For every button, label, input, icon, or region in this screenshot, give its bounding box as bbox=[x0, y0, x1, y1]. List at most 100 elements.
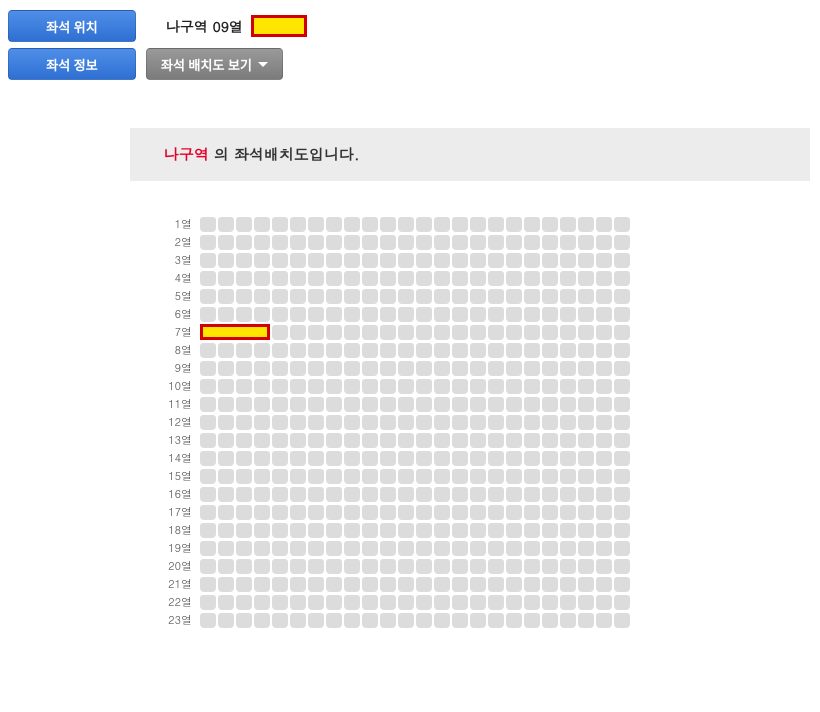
seat[interactable] bbox=[506, 541, 522, 556]
seat[interactable] bbox=[416, 451, 432, 466]
seat[interactable] bbox=[488, 379, 504, 394]
seat[interactable] bbox=[326, 307, 342, 322]
seat[interactable] bbox=[506, 397, 522, 412]
seat[interactable] bbox=[380, 559, 396, 574]
seat[interactable] bbox=[488, 397, 504, 412]
seat[interactable] bbox=[362, 217, 378, 232]
seat[interactable] bbox=[488, 487, 504, 502]
seat[interactable] bbox=[398, 523, 414, 538]
seat[interactable] bbox=[236, 361, 252, 376]
seat[interactable] bbox=[488, 595, 504, 610]
seat[interactable] bbox=[398, 541, 414, 556]
seat[interactable] bbox=[398, 397, 414, 412]
seat[interactable] bbox=[326, 559, 342, 574]
seat[interactable] bbox=[398, 433, 414, 448]
seat[interactable] bbox=[236, 559, 252, 574]
seat[interactable] bbox=[380, 253, 396, 268]
seat[interactable] bbox=[398, 469, 414, 484]
seat[interactable] bbox=[308, 595, 324, 610]
seat[interactable] bbox=[200, 397, 216, 412]
seat[interactable] bbox=[524, 469, 540, 484]
seat[interactable] bbox=[578, 541, 594, 556]
seat[interactable] bbox=[614, 487, 630, 502]
seat[interactable] bbox=[488, 253, 504, 268]
seat[interactable] bbox=[344, 451, 360, 466]
seat[interactable] bbox=[200, 541, 216, 556]
seat[interactable] bbox=[236, 235, 252, 250]
seat[interactable] bbox=[596, 343, 612, 358]
seat[interactable] bbox=[236, 271, 252, 286]
seat[interactable] bbox=[200, 415, 216, 430]
seat[interactable] bbox=[290, 487, 306, 502]
seat[interactable] bbox=[542, 397, 558, 412]
seat[interactable] bbox=[596, 577, 612, 592]
seat[interactable] bbox=[236, 469, 252, 484]
seat[interactable] bbox=[326, 451, 342, 466]
seat[interactable] bbox=[506, 559, 522, 574]
seat[interactable] bbox=[254, 613, 270, 628]
seat[interactable] bbox=[506, 307, 522, 322]
seat[interactable] bbox=[200, 469, 216, 484]
seat[interactable] bbox=[326, 235, 342, 250]
seat[interactable] bbox=[596, 325, 612, 340]
seat[interactable] bbox=[596, 307, 612, 322]
seat[interactable] bbox=[326, 505, 342, 520]
seat[interactable] bbox=[380, 271, 396, 286]
seat[interactable] bbox=[470, 613, 486, 628]
seat[interactable] bbox=[596, 271, 612, 286]
seat[interactable] bbox=[470, 469, 486, 484]
seat[interactable] bbox=[470, 523, 486, 538]
seat[interactable] bbox=[596, 253, 612, 268]
seat[interactable] bbox=[488, 343, 504, 358]
seat[interactable] bbox=[200, 487, 216, 502]
seat[interactable] bbox=[272, 577, 288, 592]
seat[interactable] bbox=[524, 253, 540, 268]
seat[interactable] bbox=[614, 253, 630, 268]
seat[interactable] bbox=[542, 289, 558, 304]
seat[interactable] bbox=[524, 523, 540, 538]
seat[interactable] bbox=[290, 343, 306, 358]
seat[interactable] bbox=[200, 307, 216, 322]
seat[interactable] bbox=[218, 289, 234, 304]
seat[interactable] bbox=[326, 415, 342, 430]
seat[interactable] bbox=[542, 487, 558, 502]
seat[interactable] bbox=[542, 541, 558, 556]
seat[interactable] bbox=[236, 487, 252, 502]
seat[interactable] bbox=[398, 487, 414, 502]
seat[interactable] bbox=[542, 307, 558, 322]
seat[interactable] bbox=[200, 217, 216, 232]
seat[interactable] bbox=[326, 217, 342, 232]
seat[interactable] bbox=[344, 595, 360, 610]
seat[interactable] bbox=[362, 469, 378, 484]
seat[interactable] bbox=[236, 505, 252, 520]
seat[interactable] bbox=[362, 595, 378, 610]
seat[interactable] bbox=[614, 397, 630, 412]
seat[interactable] bbox=[542, 469, 558, 484]
seat[interactable] bbox=[290, 217, 306, 232]
seat[interactable] bbox=[434, 595, 450, 610]
seat[interactable] bbox=[506, 613, 522, 628]
seat[interactable] bbox=[326, 253, 342, 268]
seat[interactable] bbox=[380, 487, 396, 502]
seat[interactable] bbox=[398, 217, 414, 232]
seat[interactable] bbox=[560, 235, 576, 250]
seat[interactable] bbox=[290, 253, 306, 268]
seat[interactable] bbox=[290, 361, 306, 376]
seat[interactable] bbox=[614, 541, 630, 556]
seat[interactable] bbox=[272, 415, 288, 430]
seat[interactable] bbox=[398, 379, 414, 394]
seat[interactable] bbox=[254, 541, 270, 556]
seat[interactable] bbox=[308, 415, 324, 430]
seat[interactable] bbox=[416, 343, 432, 358]
seat[interactable] bbox=[542, 577, 558, 592]
seat[interactable] bbox=[452, 433, 468, 448]
seat[interactable] bbox=[578, 325, 594, 340]
seat[interactable] bbox=[542, 433, 558, 448]
seat[interactable] bbox=[470, 433, 486, 448]
seat[interactable] bbox=[362, 361, 378, 376]
seat[interactable] bbox=[344, 505, 360, 520]
seat[interactable] bbox=[200, 271, 216, 286]
seat[interactable] bbox=[344, 289, 360, 304]
seat[interactable] bbox=[344, 217, 360, 232]
seat[interactable] bbox=[434, 289, 450, 304]
